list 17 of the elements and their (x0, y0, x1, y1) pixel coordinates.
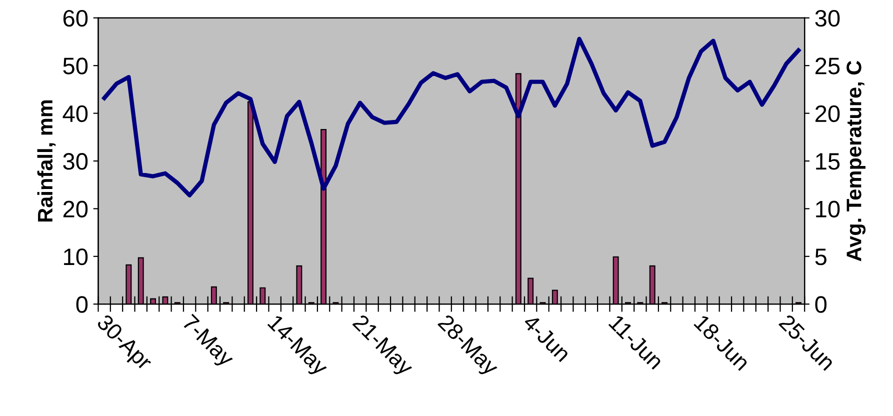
y-tick-label: 0 (76, 296, 88, 313)
line-series (102, 36, 801, 198)
y2-tick-label: 0 (815, 296, 827, 313)
y2-tick-label: 20 (816, 105, 840, 122)
y-tick-label: 20 (63, 200, 88, 218)
y-tick-label: 30 (63, 153, 88, 170)
y-axis-title: Rainfall, mm (37, 100, 56, 222)
y2-tick-label: 5 (815, 248, 826, 266)
y-tick-label: 50 (63, 58, 88, 74)
y-tick-label: 10 (64, 248, 88, 266)
y-tick-label: 60 (63, 10, 88, 27)
y2-tick-label: 15 (816, 153, 840, 170)
y2-tick-label: 30 (815, 10, 840, 27)
y-tick-label: 40 (62, 105, 88, 122)
y2-tick-label: 25 (816, 58, 840, 74)
y2-axis-title: Avg. Temperature, C (846, 60, 866, 262)
y2-tick-label: 10 (816, 200, 840, 218)
